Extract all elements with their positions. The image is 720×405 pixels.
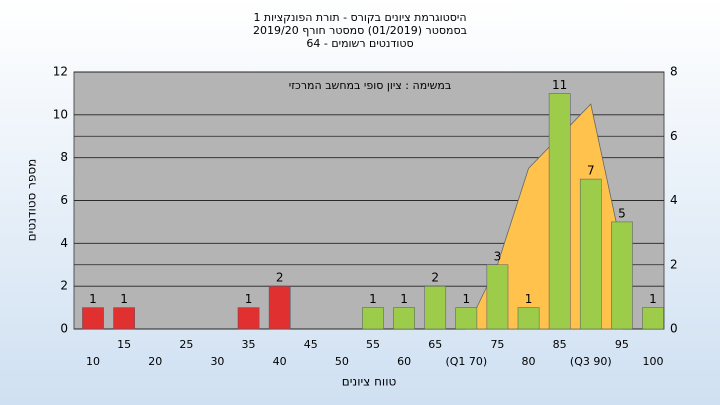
y2-tick-label: 6 — [670, 129, 678, 143]
bar — [424, 285, 447, 330]
x-tick-label: 50 — [335, 355, 349, 368]
y-tick-label: 2 — [60, 279, 68, 293]
x-tick-label: 65 — [428, 338, 442, 351]
x-tick-label: 85 — [553, 338, 567, 351]
y-tick-label: 4 — [60, 236, 68, 250]
x-tick-label: 95 — [615, 338, 629, 351]
x-tick-label: (Q1 70) — [445, 355, 487, 368]
bar-value-label: 1 — [649, 292, 657, 306]
x-tick-label: (Q3 90) — [570, 355, 612, 368]
x-tick-label: 75 — [490, 338, 504, 351]
bar — [268, 285, 291, 330]
chart-title: סטודנטים רשומים - 64 — [306, 37, 413, 50]
bar — [393, 307, 415, 330]
bar-value-label: 5 — [618, 206, 626, 220]
bar-value-label: 2 — [276, 271, 284, 285]
y2-tick-label: 0 — [670, 322, 678, 336]
bar — [642, 307, 664, 330]
bar-value-label: 7 — [587, 164, 595, 178]
y-tick-label: 0 — [60, 322, 68, 336]
bar-value-label: 1 — [120, 292, 128, 306]
x-tick-label: 60 — [397, 355, 411, 368]
bar-value-label: 3 — [494, 249, 502, 263]
bar — [486, 264, 509, 330]
x-tick-label: 80 — [522, 355, 536, 368]
y2-tick-label: 2 — [670, 257, 678, 271]
x-tick-label: 45 — [304, 338, 318, 351]
x-tick-label: 40 — [273, 355, 287, 368]
x-tick-label: 35 — [242, 338, 256, 351]
bar — [579, 178, 602, 330]
x-tick-label: 30 — [210, 355, 224, 368]
bar-value-label: 1 — [89, 292, 97, 306]
bar — [548, 93, 571, 330]
y2-tick-label: 8 — [670, 65, 678, 79]
chart-title: היסטוגרמת ציונים בקורס - תורת הפונקציות … — [253, 11, 466, 24]
y-axis-label: מספר סטודנטים — [25, 159, 39, 242]
y-tick-label: 8 — [60, 150, 68, 164]
y-tick-label: 10 — [53, 107, 68, 121]
bar-value-label: 1 — [525, 292, 533, 306]
x-tick-label: 25 — [179, 338, 193, 351]
x-tick-label: 10 — [86, 355, 100, 368]
x-tick-label: 15 — [117, 338, 131, 351]
bar-value-label: 1 — [400, 292, 408, 306]
bar-value-label: 1 — [369, 292, 377, 306]
bar — [455, 307, 478, 330]
bar-value-label: 11 — [552, 78, 567, 92]
bar — [82, 307, 104, 330]
bar-value-label: 1 — [463, 292, 471, 306]
bar-value-label: 2 — [431, 271, 439, 285]
x-tick-label: 100 — [643, 355, 664, 368]
chart-title: בסמסטר (01/2019) סמסטר חורף 2019/20 — [253, 24, 467, 37]
bar-value-label: 1 — [245, 292, 253, 306]
y-tick-label: 6 — [60, 193, 68, 207]
y-tick-label: 12 — [53, 65, 68, 79]
annotation: במשימה : ציון סופי במחשב המרכזי — [289, 79, 452, 92]
bar — [517, 307, 540, 330]
bar — [113, 307, 135, 330]
bar — [611, 221, 633, 330]
bar — [362, 307, 384, 330]
x-tick-label: 20 — [148, 355, 162, 368]
x-tick-label: 55 — [366, 338, 380, 351]
x-axis-label: טווח ציונים — [342, 375, 397, 389]
bar — [237, 307, 260, 330]
y2-tick-label: 4 — [670, 193, 678, 207]
